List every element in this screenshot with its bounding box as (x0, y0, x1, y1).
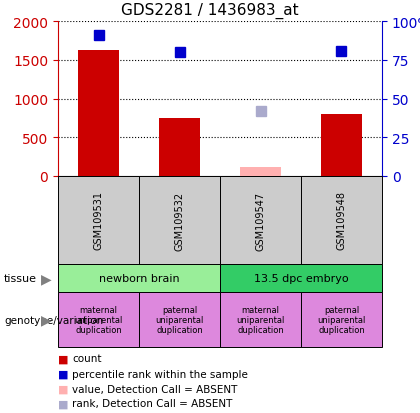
Text: ▶: ▶ (41, 271, 51, 285)
Text: tissue: tissue (4, 273, 37, 283)
Text: rank, Detection Call = ABSENT: rank, Detection Call = ABSENT (72, 399, 232, 408)
Text: genotype/variation: genotype/variation (4, 315, 103, 325)
Text: ▶: ▶ (41, 313, 51, 327)
Bar (78, 50, 119, 177)
Text: GSM109547: GSM109547 (255, 191, 265, 250)
Text: newborn brain: newborn brain (99, 273, 179, 283)
Text: paternal
uniparental
duplication: paternal uniparental duplication (318, 305, 366, 335)
Text: GSM109548: GSM109548 (336, 191, 346, 250)
Text: value, Detection Call = ABSENT: value, Detection Call = ABSENT (72, 384, 237, 394)
Text: ■: ■ (58, 369, 68, 379)
Text: ■: ■ (58, 384, 68, 394)
Text: 13.5 dpc embryo: 13.5 dpc embryo (254, 273, 348, 283)
Text: GSM109531: GSM109531 (94, 191, 103, 250)
Text: GDS2281 / 1436983_at: GDS2281 / 1436983_at (121, 3, 299, 19)
Bar (240, 167, 281, 177)
Text: percentile rank within the sample: percentile rank within the sample (72, 369, 248, 379)
Text: count: count (72, 354, 102, 363)
Bar (159, 119, 200, 177)
Text: maternal
uniparental
duplication: maternal uniparental duplication (236, 305, 285, 335)
Bar (321, 115, 362, 177)
Text: ■: ■ (58, 354, 68, 363)
Text: GSM109532: GSM109532 (174, 191, 184, 250)
Text: ■: ■ (58, 399, 68, 408)
Text: maternal
uniparental
duplication: maternal uniparental duplication (74, 305, 123, 335)
Text: paternal
uniparental
duplication: paternal uniparental duplication (155, 305, 204, 335)
